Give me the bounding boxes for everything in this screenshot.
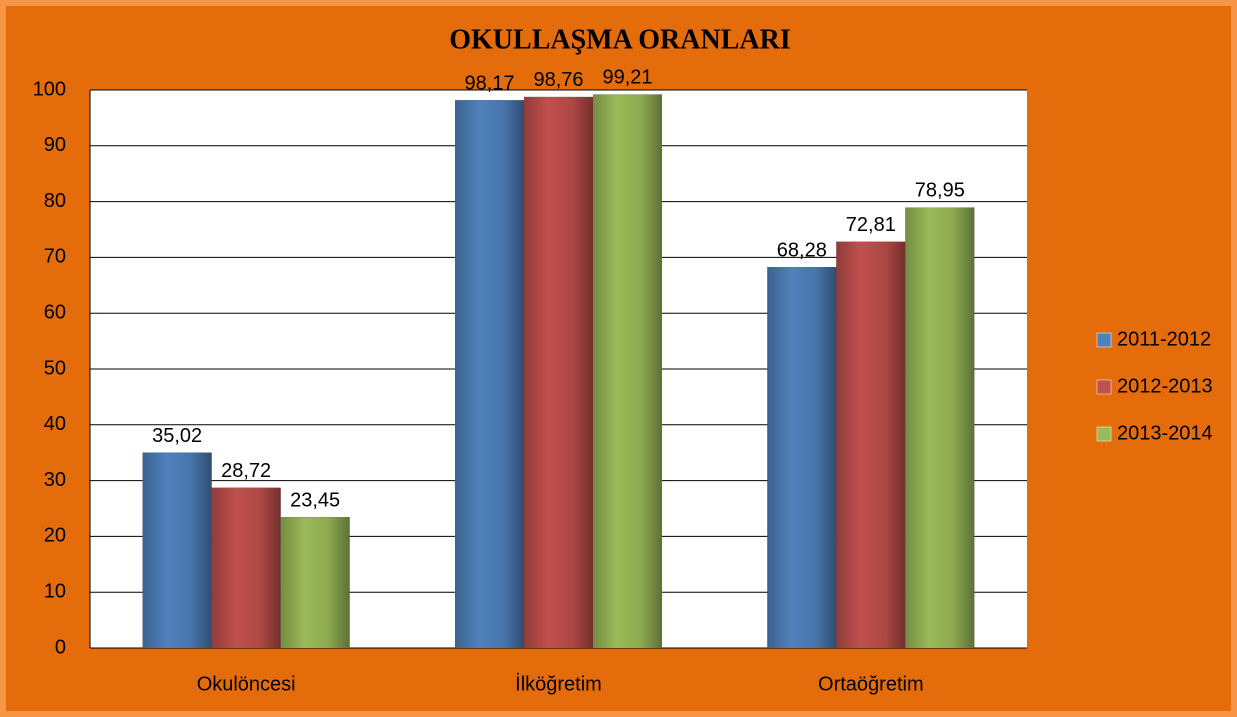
bar-shade <box>524 96 593 649</box>
bar-shade <box>593 94 662 648</box>
y-tick-label: 70 <box>44 246 66 268</box>
x-tick-label: İlköğretim <box>515 672 602 695</box>
legend-swatch <box>1096 332 1112 348</box>
data-label: 72,81 <box>846 214 896 236</box>
data-label: 99,21 <box>602 67 652 89</box>
y-tick-label: 30 <box>44 469 66 491</box>
data-label: 28,72 <box>221 460 271 482</box>
data-label: 78,95 <box>915 180 965 202</box>
data-label: 98,76 <box>533 69 583 91</box>
data-label: 98,17 <box>464 72 514 94</box>
y-tick-label: 0 <box>55 636 66 658</box>
y-tick-label: 50 <box>44 357 66 379</box>
legend-swatch <box>1096 426 1112 442</box>
x-tick-label: Ortaöğretim <box>818 673 924 695</box>
bar-shade <box>280 517 350 648</box>
legend-label: 2013-2014 <box>1117 422 1213 444</box>
x-tick-label: Okulöncesi <box>197 673 296 695</box>
data-label: 23,45 <box>290 489 340 511</box>
data-label: 68,28 <box>777 239 827 261</box>
y-tick-label: 20 <box>44 525 66 547</box>
y-tick-label: 40 <box>44 413 66 435</box>
y-tick-label: 60 <box>44 301 66 323</box>
bar-shade <box>836 241 906 648</box>
data-label: 35,02 <box>152 425 202 447</box>
chart-title: OKULLAŞMA ORANLARI <box>449 24 790 55</box>
legend-swatch <box>1096 379 1112 395</box>
legend-label: 2012-2013 <box>1117 375 1213 397</box>
bar-shade <box>767 266 837 648</box>
y-tick-label: 100 <box>33 78 66 100</box>
bar-shade <box>905 207 975 649</box>
y-tick-label: 10 <box>44 580 66 602</box>
bar-shade <box>211 487 281 648</box>
bar-shade <box>455 100 524 648</box>
bar-shade <box>142 452 212 648</box>
y-tick-label: 80 <box>44 190 66 212</box>
y-tick-label: 90 <box>44 134 66 156</box>
legend-label: 2011-2012 <box>1117 328 1211 350</box>
